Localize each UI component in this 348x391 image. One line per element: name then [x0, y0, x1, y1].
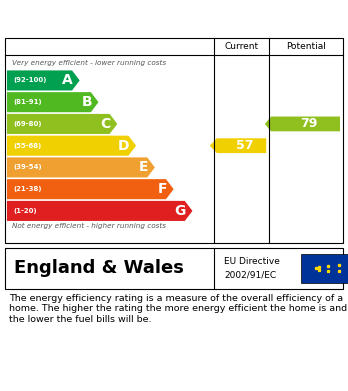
Text: Potential: Potential — [286, 42, 326, 51]
Text: Not energy efficient - higher running costs: Not energy efficient - higher running co… — [12, 223, 166, 229]
Text: Very energy efficient - lower running costs: Very energy efficient - lower running co… — [12, 60, 166, 66]
Text: (55-68): (55-68) — [13, 143, 41, 149]
Text: (39-54): (39-54) — [13, 165, 42, 170]
Text: Current: Current — [224, 42, 259, 51]
Text: G: G — [175, 204, 186, 218]
Text: E: E — [139, 160, 148, 174]
Text: B: B — [81, 95, 92, 109]
Text: (81-91): (81-91) — [13, 99, 42, 105]
Text: 2002/91/EC: 2002/91/EC — [224, 271, 277, 280]
Polygon shape — [7, 201, 192, 221]
Text: C: C — [101, 117, 111, 131]
Text: F: F — [158, 182, 167, 196]
Text: 79: 79 — [300, 117, 317, 131]
Text: The energy efficiency rating is a measure of the overall efficiency of a home. T: The energy efficiency rating is a measur… — [9, 294, 347, 324]
Text: D: D — [118, 139, 129, 152]
Polygon shape — [7, 179, 174, 199]
Text: 57: 57 — [236, 139, 254, 152]
Polygon shape — [7, 136, 136, 156]
Text: A: A — [62, 74, 73, 88]
Polygon shape — [7, 92, 98, 112]
Text: (92-100): (92-100) — [13, 77, 47, 83]
Text: England & Wales: England & Wales — [14, 259, 184, 278]
Polygon shape — [7, 158, 155, 178]
Text: EU Directive: EU Directive — [224, 257, 280, 266]
Text: (69-80): (69-80) — [13, 121, 42, 127]
Polygon shape — [7, 70, 80, 90]
Text: (21-38): (21-38) — [13, 186, 42, 192]
Polygon shape — [210, 138, 266, 153]
Polygon shape — [7, 114, 117, 134]
Text: Energy Efficiency Rating: Energy Efficiency Rating — [10, 9, 239, 27]
Bar — [301, 254, 348, 283]
Polygon shape — [265, 117, 340, 131]
Text: (1-20): (1-20) — [13, 208, 37, 214]
